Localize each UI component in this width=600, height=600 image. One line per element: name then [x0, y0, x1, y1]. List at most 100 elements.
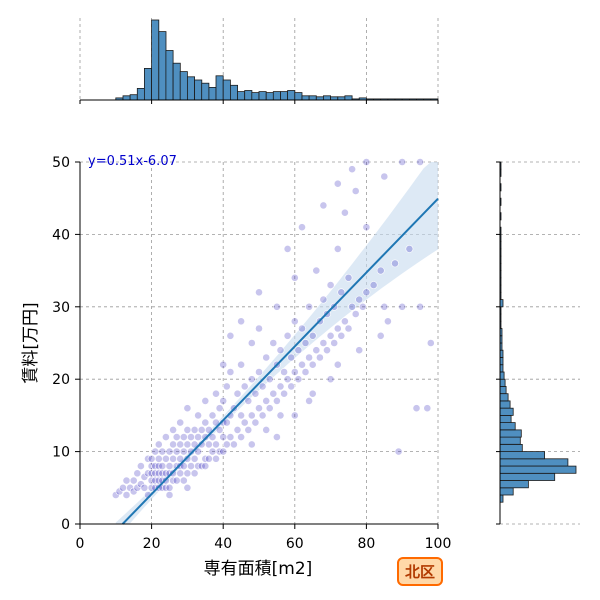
scatter-point: [208, 447, 217, 456]
scatter-point: [122, 491, 131, 499]
top-histogram-axes: [79, 99, 439, 104]
scatter-point: [244, 425, 253, 434]
scatter-point: [262, 425, 271, 434]
top-histogram-bar: [122, 95, 131, 101]
scatter-point: [337, 288, 346, 297]
scatter-point: [197, 425, 206, 434]
scatter-point: [255, 368, 263, 376]
scatter-point: [272, 396, 281, 405]
scatter-point: [201, 396, 210, 405]
scatter-point: [176, 469, 185, 478]
scatter-point: [161, 454, 170, 463]
scatter-point: [383, 317, 392, 326]
scatter-point: [208, 433, 217, 441]
scatter-point: [412, 404, 421, 413]
scatter-point: [240, 382, 249, 391]
top-histogram-bar: [308, 95, 317, 101]
scatter-point: [287, 382, 296, 391]
scatter-point: [301, 368, 310, 376]
scatter-point: [319, 295, 328, 304]
scatter-point: [237, 317, 245, 326]
scatter-point: [204, 454, 213, 463]
scatter-point: [237, 433, 245, 441]
right-histogram-bar: [499, 443, 523, 452]
right-histogram: [496, 161, 580, 525]
scatter-point: [280, 389, 288, 398]
x-tick-label: 40: [214, 536, 232, 552]
scatter-point: [233, 389, 242, 398]
scatter-point: [351, 187, 360, 195]
scatter-point: [255, 324, 263, 333]
scatter-point: [183, 425, 192, 434]
top-histogram-bar: [244, 90, 253, 101]
top-histogram-bar: [201, 82, 210, 101]
scatter-point: [416, 158, 424, 166]
scatter-point: [233, 425, 242, 434]
scatter-point: [348, 302, 356, 311]
scatter-point: [398, 158, 407, 166]
main-grid: [79, 161, 439, 525]
scatter-point: [226, 368, 235, 376]
top-histogram-bar: [215, 75, 224, 101]
x-tick-label: 20: [143, 536, 161, 552]
scatter-point: [326, 281, 335, 289]
scatter-point: [251, 389, 260, 398]
x-axis-title: 専有面積[m2]: [204, 559, 313, 579]
scatter-point: [183, 483, 192, 492]
scatter-point: [194, 447, 202, 456]
scatter-point: [183, 404, 192, 413]
right-histogram-bar: [499, 385, 507, 394]
scatter-point: [265, 404, 274, 413]
scatter-point: [280, 368, 288, 376]
y-axis-title: 賃料[万円]: [21, 302, 41, 383]
right-histogram-bar: [499, 400, 511, 409]
scatter-point: [158, 447, 167, 456]
scatter-point: [158, 462, 167, 470]
top-histogram-bar: [143, 68, 152, 101]
scatter-point: [376, 331, 385, 340]
scatter-point: [380, 302, 389, 311]
scatter-point: [154, 454, 163, 463]
scatter-points: [111, 158, 435, 499]
scatter-point: [337, 331, 346, 340]
scatter-point: [247, 440, 256, 449]
y-tick-label: 20: [52, 372, 70, 388]
right-histogram-bar: [499, 371, 505, 380]
right-histogram-bar: [499, 378, 506, 387]
scatter-point: [269, 389, 278, 398]
scatter-point: [219, 433, 228, 441]
scatter-point: [355, 346, 364, 355]
scatter-point: [147, 454, 156, 463]
district-badge-label: 北区: [405, 563, 435, 581]
scatter-point: [251, 418, 260, 427]
scatter-point: [262, 396, 271, 405]
right-histogram-bar: [499, 422, 516, 431]
scatter-point: [326, 375, 335, 384]
scatter-point: [140, 483, 149, 492]
scatter-point: [358, 302, 367, 311]
scatter-point: [226, 433, 235, 441]
scatter-point: [194, 411, 202, 420]
scatter-point: [183, 469, 192, 478]
scatter-point: [290, 273, 299, 282]
scatter-point: [122, 476, 131, 485]
scatter-point: [333, 324, 342, 333]
scatter-point: [326, 331, 335, 340]
x-tick-label: 80: [357, 536, 375, 552]
top-histogram-bar: [129, 94, 138, 101]
scatter-point: [362, 223, 371, 232]
scatter-point: [319, 201, 328, 210]
scatter-point: [333, 244, 342, 253]
scatter-point: [212, 454, 220, 463]
right-histogram-bar: [499, 458, 569, 467]
scatter-point: [172, 476, 181, 485]
scatter-point: [362, 158, 371, 166]
scatter-point: [179, 476, 188, 485]
scatter-point: [247, 411, 256, 420]
scatter-point: [179, 447, 188, 456]
scatter-point: [405, 244, 414, 253]
scatter-point: [315, 353, 324, 362]
scatter-point: [319, 339, 328, 347]
top-histogram-grid: [79, 18, 439, 100]
scatter-point: [187, 462, 195, 470]
